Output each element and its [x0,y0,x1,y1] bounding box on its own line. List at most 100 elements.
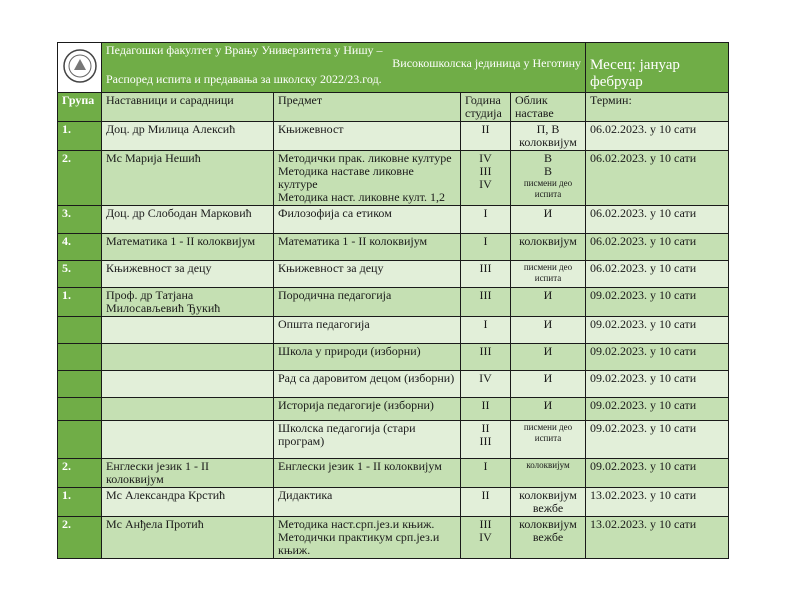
col-subject: Предмет [273,92,461,122]
table-row: 5. Књижевност за децу Књижевност за децу II… [57,260,729,288]
teacher-cell [101,343,274,371]
table-row: Школска педагогија (стари програм) II III… [57,420,729,459]
table-row: Историја педагогије (изборни) II И 09.02.20… [57,397,729,421]
group-cell: 2. [57,516,102,559]
form-cell: писмени део испита [510,420,586,459]
form-text: И [543,371,553,385]
form-cell: И [510,343,586,371]
teacher-cell: Проф. др Татјана Милосављевић Ђукић [101,287,274,317]
subject-cell: Школа у природи (изборни) [273,343,461,371]
term-cell: 06.02.2023. у 10 сати [585,233,729,261]
teacher-cell: Доц. др Милица Алексић [101,121,274,151]
year-cell: I [460,316,511,344]
year-cell: III [460,287,511,317]
form-text: И [543,206,553,220]
teacher-cell [101,370,274,398]
table-row: 1. Проф. др Татјана Милосављевић Ђукић Пор… [57,287,729,317]
form-cell: П, В колоквијум [510,121,586,151]
form-cell: колоквијум [510,458,586,488]
term-cell: 09.02.2023. у 10 сати [585,397,729,421]
group-cell: 2. [57,458,102,488]
subject-cell: Породична педагогија [273,287,461,317]
column-header-row: Група Наставници и сарадници Предмет Год… [57,92,729,122]
term-cell: 09.02.2023. у 10 сати [585,343,729,371]
form-cell: И [510,397,586,421]
year-cell: IV III IV [460,150,511,206]
year-cell: II [460,487,511,517]
table-row: 2. Мс Анђела Протић Методика наст.срп.јез.… [57,516,729,559]
subject-cell: Математика 1 - II колоквијум [273,233,461,261]
group-cell: 2. [57,150,102,206]
table-row: Рад са даровитом децом (изборни) IV И 09.02… [57,370,729,398]
year-cell: I [460,233,511,261]
term-cell: 09.02.2023. у 10 сати [585,458,729,488]
subject-cell: Општа педагогија [273,316,461,344]
table-row: Школа у природи (изборни) III И 09.02.2023.… [57,343,729,371]
year-cell: III IV [460,516,511,559]
subject-cell: Књижевност за децу [273,260,461,288]
teacher-cell: Мс Анђела Протић [101,516,274,559]
group-cell: 1. [57,287,102,317]
unit-name: Високошколска јединица у Неготину [392,56,581,70]
teacher-cell: Математика 1 - II колоквијум [101,233,274,261]
col-group: Група [57,92,102,122]
form-cell: И [510,370,586,398]
term-cell: 06.02.2023. у 10 сати [585,260,729,288]
year-cell: II III [460,420,511,459]
year-cell: II [460,397,511,421]
col-year: Година студија [460,92,511,122]
teacher-cell [101,397,274,421]
group-cell: 3. [57,205,102,234]
group-cell: 1. [57,121,102,151]
exam-schedule-table: Педагошки факултет у Врању Универзитета … [57,42,729,559]
term-cell: 09.02.2023. у 10 сати [585,287,729,317]
col-form: Облик наставе [510,92,586,122]
form-note: писмени део испита [523,262,573,283]
form-text: В В [543,151,552,178]
table-row: 3. Доц. др Слободан Марковић Филозофија са… [57,205,729,234]
teacher-cell [101,420,274,459]
term-cell: 09.02.2023. у 10 сати [585,370,729,398]
form-text: колоквијум [519,234,577,248]
group-cell: 4. [57,233,102,261]
subject-cell: Дидактика [273,487,461,517]
subject-cell: Књижевност [273,121,461,151]
form-cell: писмени део испита [510,260,586,288]
table-row: 4. Математика 1 - II колоквијум Математика… [57,233,729,261]
form-text: колоквијум вежбе [519,517,577,544]
form-cell: И [510,316,586,344]
term-cell: 06.02.2023. у 10 сати [585,121,729,151]
group-cell [57,343,102,371]
table-row: 2. Мс Марија Нешић Методички прак. ликовне… [57,150,729,206]
form-text: И [543,317,553,331]
form-cell: колоквијум вежбе [510,516,586,559]
year-cell: II [460,121,511,151]
teacher-cell: Енглески језик 1 - II колоквијум [101,458,274,488]
year-cell: IV [460,370,511,398]
form-cell: колоквијум вежбе [510,487,586,517]
title-row: Педагошки факултет у Врању Универзитета … [57,42,729,93]
table-row: 1. Доц. др Милица Алексић Књижевност II П, В… [57,121,729,151]
year-cell: III [460,343,511,371]
form-note: писмени део испита [523,422,573,443]
form-cell: колоквијум [510,233,586,261]
university-seal-icon [62,49,97,83]
teacher-cell [101,316,274,344]
table-row: Општа педагогија I И 09.02.2023. у 10 сати [57,316,729,344]
faculty-name: Педагошки факултет у Врању Универзитета … [106,43,383,57]
schedule-title: Распоред испита и предавања за школску 2… [106,72,382,86]
term-cell: 09.02.2023. у 10 сати [585,420,729,459]
subject-cell: Школска педагогија (стари програм) [273,420,461,459]
subject-cell: Историја педагогије (изборни) [273,397,461,421]
form-note: писмени део испита [523,178,573,199]
logo-cell [57,42,102,93]
subject-cell: Филозофија са етиком [273,205,461,234]
year-cell: I [460,205,511,234]
group-cell [57,420,102,459]
table-row: 1. Мс Александра Крстић Дидактика II колокви… [57,487,729,517]
group-cell: 1. [57,487,102,517]
term-cell: 06.02.2023. у 10 сати [585,150,729,206]
term-cell: 09.02.2023. у 10 сати [585,316,729,344]
form-text: П, В колоквијум [519,122,577,149]
